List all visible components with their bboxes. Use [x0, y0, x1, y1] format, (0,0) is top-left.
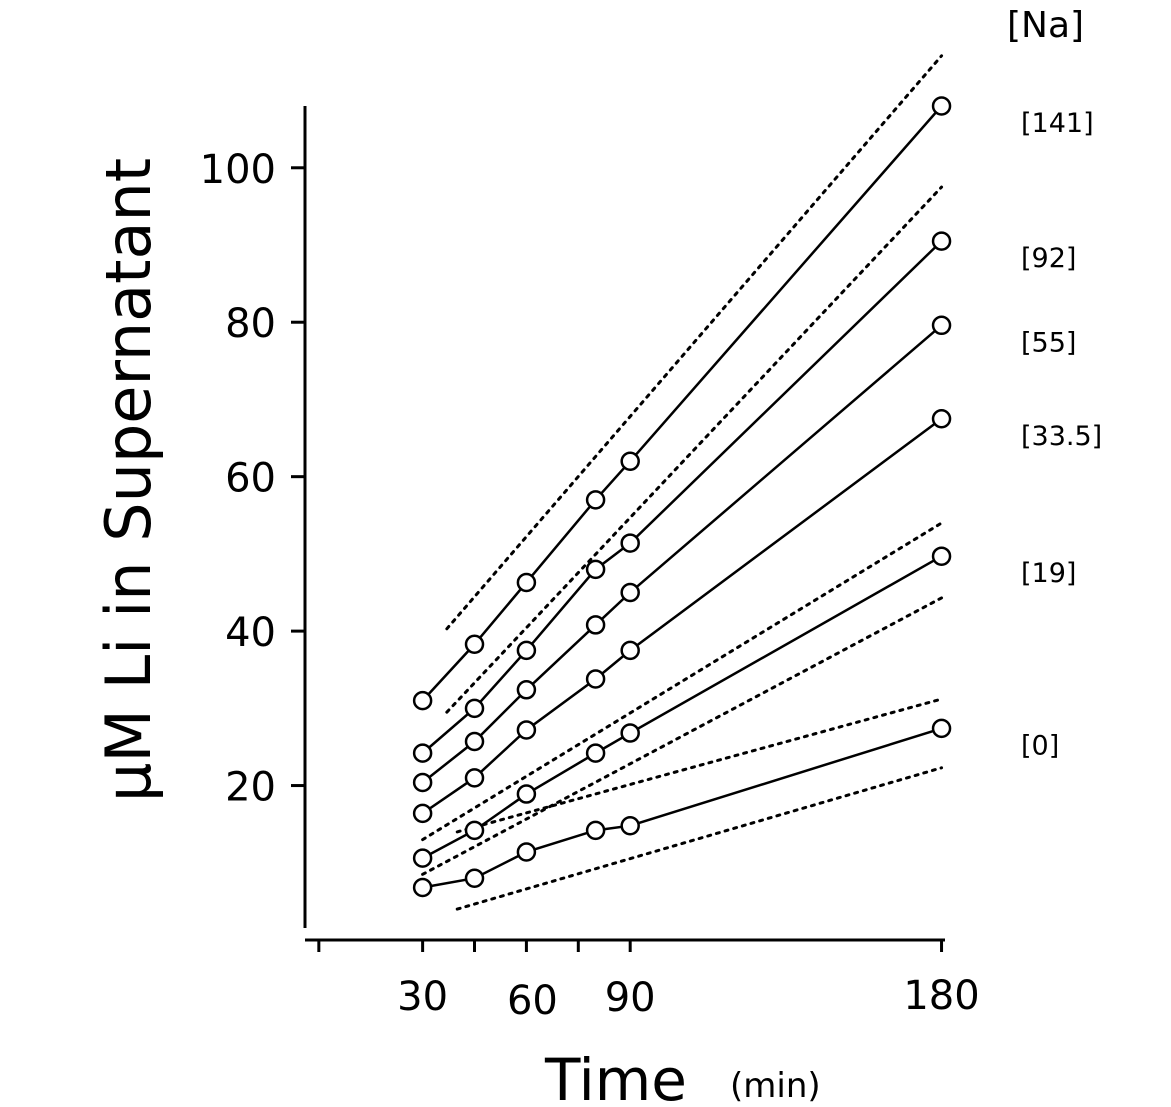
confidence-band-line	[421, 596, 944, 876]
data-point	[585, 820, 606, 841]
data-point	[516, 842, 537, 862]
series-label: [19]	[1021, 558, 1076, 589]
data-point	[412, 803, 433, 824]
data-point	[620, 640, 640, 661]
x-tick-label: 180	[903, 973, 979, 1019]
x-tick-label: 90	[605, 975, 656, 1021]
series-lines	[421, 105, 943, 889]
y-axis-title: μM Li in Supernatant	[92, 158, 165, 802]
data-point	[464, 698, 485, 719]
data-point	[931, 315, 952, 336]
x-tick-label: 30	[397, 974, 448, 1020]
data-point	[585, 743, 606, 763]
data-point	[931, 546, 952, 566]
confidence-band-line	[455, 697, 944, 834]
series-line	[422, 555, 943, 860]
data-point	[620, 451, 640, 471]
data-point	[931, 231, 952, 251]
data-point	[412, 743, 433, 763]
data-point	[620, 723, 640, 743]
data-point	[516, 572, 537, 593]
series-label: [92]	[1021, 243, 1076, 274]
data-point	[516, 680, 537, 700]
data-point	[516, 720, 537, 740]
data-point	[412, 772, 433, 793]
data-point	[620, 533, 640, 553]
data-point	[464, 868, 485, 888]
series-label: [0]	[1021, 730, 1059, 761]
y-tick-label: 80	[225, 301, 276, 347]
data-point	[516, 784, 537, 804]
series-label: [33.5]	[1021, 421, 1102, 452]
data-point	[412, 690, 433, 711]
data-point	[931, 718, 952, 739]
x-tick-label: 60	[507, 978, 558, 1024]
data-point	[464, 768, 485, 788]
labels: μM Li in Supernatant Time (min) [Na] 20 4…	[92, 5, 1102, 1107]
data-points	[412, 96, 952, 898]
confidence-band-line	[445, 54, 944, 631]
data-point	[464, 634, 485, 654]
confidence-band-line	[445, 185, 944, 714]
data-point	[585, 615, 606, 635]
data-point	[620, 815, 640, 836]
legend-title: [Na]	[1007, 5, 1084, 46]
series-label: [55]	[1021, 327, 1076, 358]
data-point	[931, 96, 952, 116]
data-point	[412, 877, 433, 898]
data-point	[585, 490, 606, 510]
series-line	[421, 240, 943, 755]
confidence-band-line	[455, 766, 944, 911]
y-tick-label: 20	[225, 765, 276, 811]
data-point	[585, 559, 606, 580]
data-point	[931, 409, 952, 429]
y-tick-label: 100	[200, 147, 276, 193]
y-tick-label: 40	[225, 610, 276, 656]
data-point	[516, 640, 537, 661]
series-line	[421, 105, 943, 702]
x-axis-title: Time	[544, 1046, 687, 1107]
data-point	[620, 582, 640, 603]
confidence-bands	[421, 54, 944, 911]
x-axis-unit: (min)	[730, 1066, 821, 1106]
data-point	[464, 731, 485, 752]
axes	[291, 106, 945, 952]
data-point	[412, 848, 433, 868]
y-tick-label: 60	[225, 456, 276, 502]
confidence-band-line	[421, 521, 944, 842]
data-point	[585, 669, 606, 689]
series-line	[421, 417, 943, 815]
series-line	[421, 324, 943, 784]
data-point	[464, 820, 485, 841]
series-label: [141]	[1021, 108, 1094, 139]
